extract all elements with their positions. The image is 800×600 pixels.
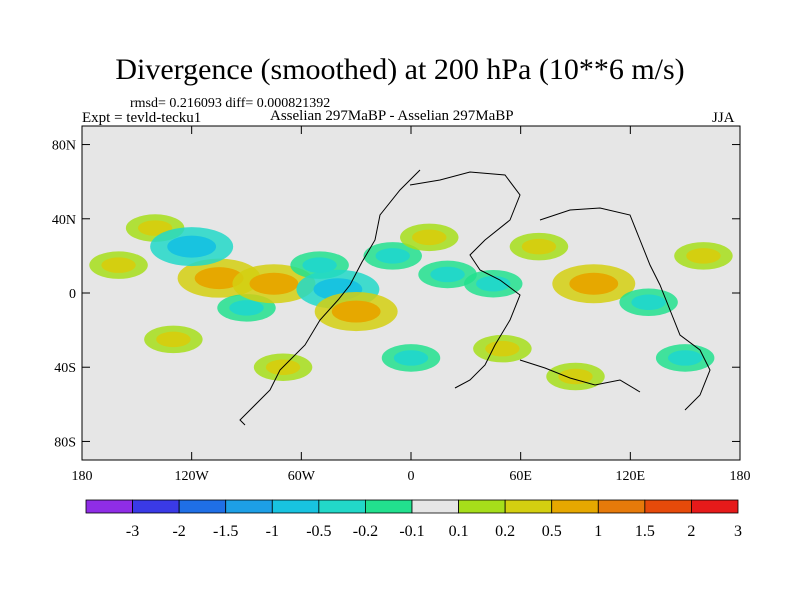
x-tick-label: 180	[730, 469, 751, 484]
anomaly-core	[393, 350, 429, 366]
anomaly-core	[375, 248, 410, 264]
colorbar-label: -3	[126, 523, 139, 540]
y-tick-label: 40N	[52, 213, 76, 228]
colorbar-swatch	[365, 499, 413, 514]
colorbar-swatch	[132, 499, 180, 514]
y-tick-label: 80S	[54, 435, 76, 450]
season-label: JJA	[712, 110, 735, 126]
anomaly-core	[302, 257, 337, 273]
x-tick-label: 120W	[175, 469, 210, 484]
anomaly-layer	[89, 214, 733, 391]
colorbar-swatch	[411, 499, 459, 514]
colorbar-swatch	[318, 499, 366, 514]
coastline-south	[519, 359, 641, 393]
comparison-label: Asselian 297MaBP - Asselian 297MaBP	[270, 108, 514, 124]
x-tick-label: 0	[408, 469, 415, 484]
anomaly-core	[101, 257, 136, 273]
colorbar-label: 1	[594, 523, 602, 540]
colorbar-label: -0.2	[353, 523, 378, 540]
colorbar-label: 0.1	[449, 523, 469, 540]
colorbar-swatch	[225, 499, 273, 514]
anomaly-core	[412, 229, 447, 246]
colorbar-label: -1	[266, 523, 279, 540]
anomaly-core	[430, 266, 465, 283]
colorbar-swatch	[458, 499, 506, 514]
colorbar-swatch	[597, 499, 646, 514]
chart-title: Divergence (smoothed) at 200 hPa (10**6 …	[115, 53, 685, 86]
coastline-west	[239, 169, 421, 426]
colorbar-label: -2	[172, 523, 185, 540]
anomaly-core	[229, 300, 264, 316]
colorbar-swatch	[644, 499, 692, 514]
anomaly-core	[249, 272, 299, 295]
colorbar-label: -1.5	[213, 523, 238, 540]
colorbar-label: -0.1	[399, 523, 424, 540]
colorbar-swatch	[504, 499, 553, 514]
colorbar-label: 0.5	[542, 523, 562, 540]
x-tick-label: 60E	[509, 469, 532, 484]
anomaly-core	[667, 350, 703, 366]
coastline-layer	[239, 169, 711, 426]
anomaly-core	[485, 340, 520, 357]
anomaly-core	[569, 272, 619, 295]
anomaly-core	[331, 300, 381, 323]
anomaly-core	[137, 220, 173, 236]
colorbar-label: 3	[734, 523, 742, 540]
x-tick-label: 180	[72, 469, 93, 484]
colorbar-swatch	[271, 499, 320, 514]
anomaly-core	[631, 294, 666, 311]
anomaly-core	[558, 368, 593, 385]
x-tick-label: 120E	[616, 469, 646, 484]
colorbar-swatch	[551, 499, 599, 514]
axis-layer: 180 120W 60W 0 60E 120E 180 80N 40N 0 40S 80S	[52, 126, 751, 484]
x-tick-label: 60W	[288, 469, 316, 484]
anomaly-core	[156, 331, 191, 348]
colorbar-swatch	[178, 499, 227, 514]
anomaly-core	[194, 267, 244, 290]
anomaly-core	[167, 235, 217, 258]
colorbar-label: -0.5	[306, 523, 331, 540]
coastline-central	[409, 171, 521, 389]
coastline-east	[539, 207, 711, 411]
colorbar-swatch	[691, 499, 739, 514]
y-tick-label: 0	[69, 287, 76, 302]
colorbar: -3 -2 -1.5 -1 -0.5 -0.2 -0.1 0.1 0.2 0.5 1 1.5 2 3	[85, 499, 742, 540]
colorbar-swatch	[85, 499, 133, 514]
stats-label: rmsd= 0.216093 diff= 0.000821392	[130, 96, 331, 111]
colorbar-label: 2	[687, 523, 695, 540]
anomaly-core	[686, 248, 721, 264]
y-tick-label: 40S	[54, 361, 76, 376]
anomaly-core	[521, 238, 557, 255]
colorbar-label: 1.5	[635, 523, 655, 540]
colorbar-label: 0.2	[495, 523, 515, 540]
y-tick-label: 80N	[52, 139, 76, 154]
anomaly-core	[476, 275, 511, 292]
experiment-label: Expt = tevld-tecku1	[82, 110, 202, 126]
